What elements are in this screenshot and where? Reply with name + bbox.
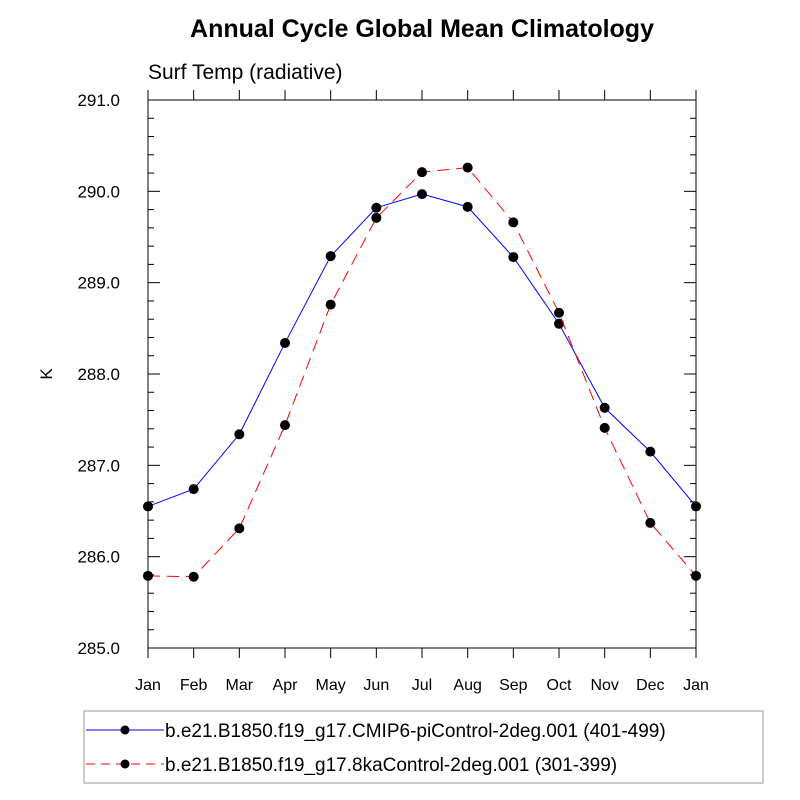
- series-1-point: [645, 517, 656, 528]
- series-0-point: [143, 501, 153, 512]
- series-0-point: [508, 252, 519, 263]
- series-line-1: [147, 167, 697, 578]
- series-0-point: [599, 402, 610, 413]
- series-0-point: [280, 337, 290, 348]
- x-tick-label: Jun: [363, 677, 389, 694]
- series-1-point: [599, 422, 610, 433]
- y-tick-label: 291.0: [77, 91, 120, 110]
- series-1-point: [462, 162, 473, 173]
- series-1-point: [691, 570, 701, 581]
- x-tick-label: Nov: [590, 677, 618, 694]
- y-tick-label: 287.0: [77, 456, 120, 475]
- series-1-point: [371, 212, 382, 223]
- series-1-point: [554, 307, 564, 318]
- x-tick-label: Mar: [226, 677, 254, 694]
- legend-marker-0: [120, 725, 130, 735]
- x-tick-label: Dec: [636, 677, 664, 694]
- series-0-point: [645, 446, 656, 457]
- x-tick-label: Jul: [412, 677, 432, 694]
- series-1-point: [325, 299, 336, 310]
- series-1-point: [508, 217, 519, 228]
- series-1-point: [188, 571, 199, 582]
- series-1-point: [417, 167, 427, 178]
- y-tick-label: 289.0: [77, 274, 120, 293]
- legend-box: [83, 710, 764, 784]
- series-0-point: [417, 189, 427, 200]
- y-tick-label: 288.0: [77, 365, 120, 384]
- x-tick-label: Feb: [180, 677, 208, 694]
- series-0-point: [462, 201, 473, 212]
- x-tick-label: Jan: [683, 677, 709, 694]
- plot-frame: [147, 99, 697, 649]
- y-tick-label: 285.0: [77, 639, 120, 658]
- legend-marker-1: [120, 759, 130, 769]
- series-0-point: [325, 251, 336, 262]
- series-0-point: [234, 429, 245, 440]
- chart-title: Annual Cycle Global Mean Climatology: [190, 15, 654, 43]
- legend-label-0: b.e21.B1850.f19_g17.CMIP6-piControl-2deg…: [165, 721, 666, 742]
- legend-label-1: b.e21.B1850.f19_g17.8kaControl-2deg.001 …: [165, 755, 617, 776]
- y-tick-label: 290.0: [77, 182, 120, 201]
- series-0-point: [371, 202, 382, 213]
- y-axis-label: K: [37, 368, 56, 380]
- series-line-0: [147, 193, 697, 507]
- x-tick-label: Aug: [453, 677, 481, 694]
- series-1-point: [280, 420, 290, 431]
- legend: b.e21.B1850.f19_g17.CMIP6-piControl-2deg…: [83, 710, 764, 784]
- chart-subtitle: Surf Temp (radiative): [148, 61, 343, 84]
- series-1-point: [143, 570, 153, 581]
- series-0-point: [691, 501, 701, 512]
- series-0-point: [188, 484, 199, 495]
- series-1-point: [234, 523, 245, 534]
- series-0-point: [554, 318, 564, 329]
- x-tick-label: Jan: [135, 677, 161, 694]
- x-tick-label: Oct: [547, 677, 572, 694]
- x-tick-label: Sep: [499, 677, 528, 694]
- x-tick-label: Apr: [273, 677, 299, 694]
- x-tick-label: May: [316, 677, 346, 694]
- y-tick-label: 286.0: [77, 548, 120, 567]
